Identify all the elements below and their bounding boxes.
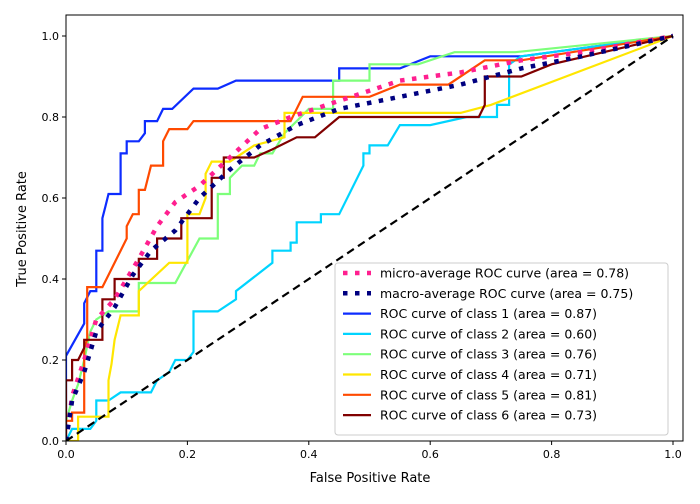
- y-tick-label: 0.0: [42, 435, 60, 448]
- x-tick-label: 1.0: [664, 448, 682, 461]
- y-tick-label: 0.6: [42, 192, 60, 205]
- y-tick-label: 0.8: [42, 111, 60, 124]
- legend-entry-7: ROC curve of class 6 (area = 0.73): [380, 408, 597, 423]
- legend-entry-4: ROC curve of class 3 (area = 0.76): [380, 347, 597, 362]
- series-line-7: [66, 34, 674, 441]
- series-line-5: [66, 34, 674, 441]
- legend-box: [334, 262, 669, 436]
- plot-area: [66, 33, 674, 441]
- legend-entry-0: micro-average ROC curve (area = 0.78): [380, 266, 629, 281]
- x-tick-label: 0.2: [179, 448, 197, 461]
- legend-entry-2: ROC curve of class 1 (area = 0.87): [380, 306, 597, 321]
- x-axis-label: False Positive Rate: [310, 471, 431, 486]
- series-line-3: [66, 34, 674, 441]
- chance-line: [66, 35, 674, 441]
- x-tick-label: 0.8: [543, 448, 561, 461]
- y-tick-label: 1.0: [42, 30, 60, 43]
- series-line-2: [66, 34, 674, 441]
- y-tick-label: 0.2: [42, 354, 60, 367]
- legend-entry-1: macro-average ROC curve (area = 0.75): [380, 286, 633, 301]
- legend-entry-6: ROC curve of class 5 (area = 0.81): [380, 387, 597, 402]
- legend-entry-5: ROC curve of class 4 (area = 0.71): [380, 367, 597, 382]
- axes-frame: [65, 14, 684, 442]
- axes: 0.0 0.2 0.4 0.6 0.8 1.0 0.0 0.2 0.4 0.6 0.8 1.0: [42, 14, 684, 461]
- series-line-4: [66, 34, 674, 441]
- x-tick-label: 0.6: [421, 448, 439, 461]
- y-tick-label: 0.4: [42, 273, 60, 286]
- legend: micro-average ROC curve (area = 0.78) mac…: [334, 262, 669, 436]
- y-axis-label: True Positive Rate: [15, 171, 30, 288]
- x-tick-label: 0.0: [57, 448, 75, 461]
- x-tick-label: 0.4: [300, 448, 318, 461]
- legend-entry-3: ROC curve of class 2 (area = 0.60): [380, 326, 597, 341]
